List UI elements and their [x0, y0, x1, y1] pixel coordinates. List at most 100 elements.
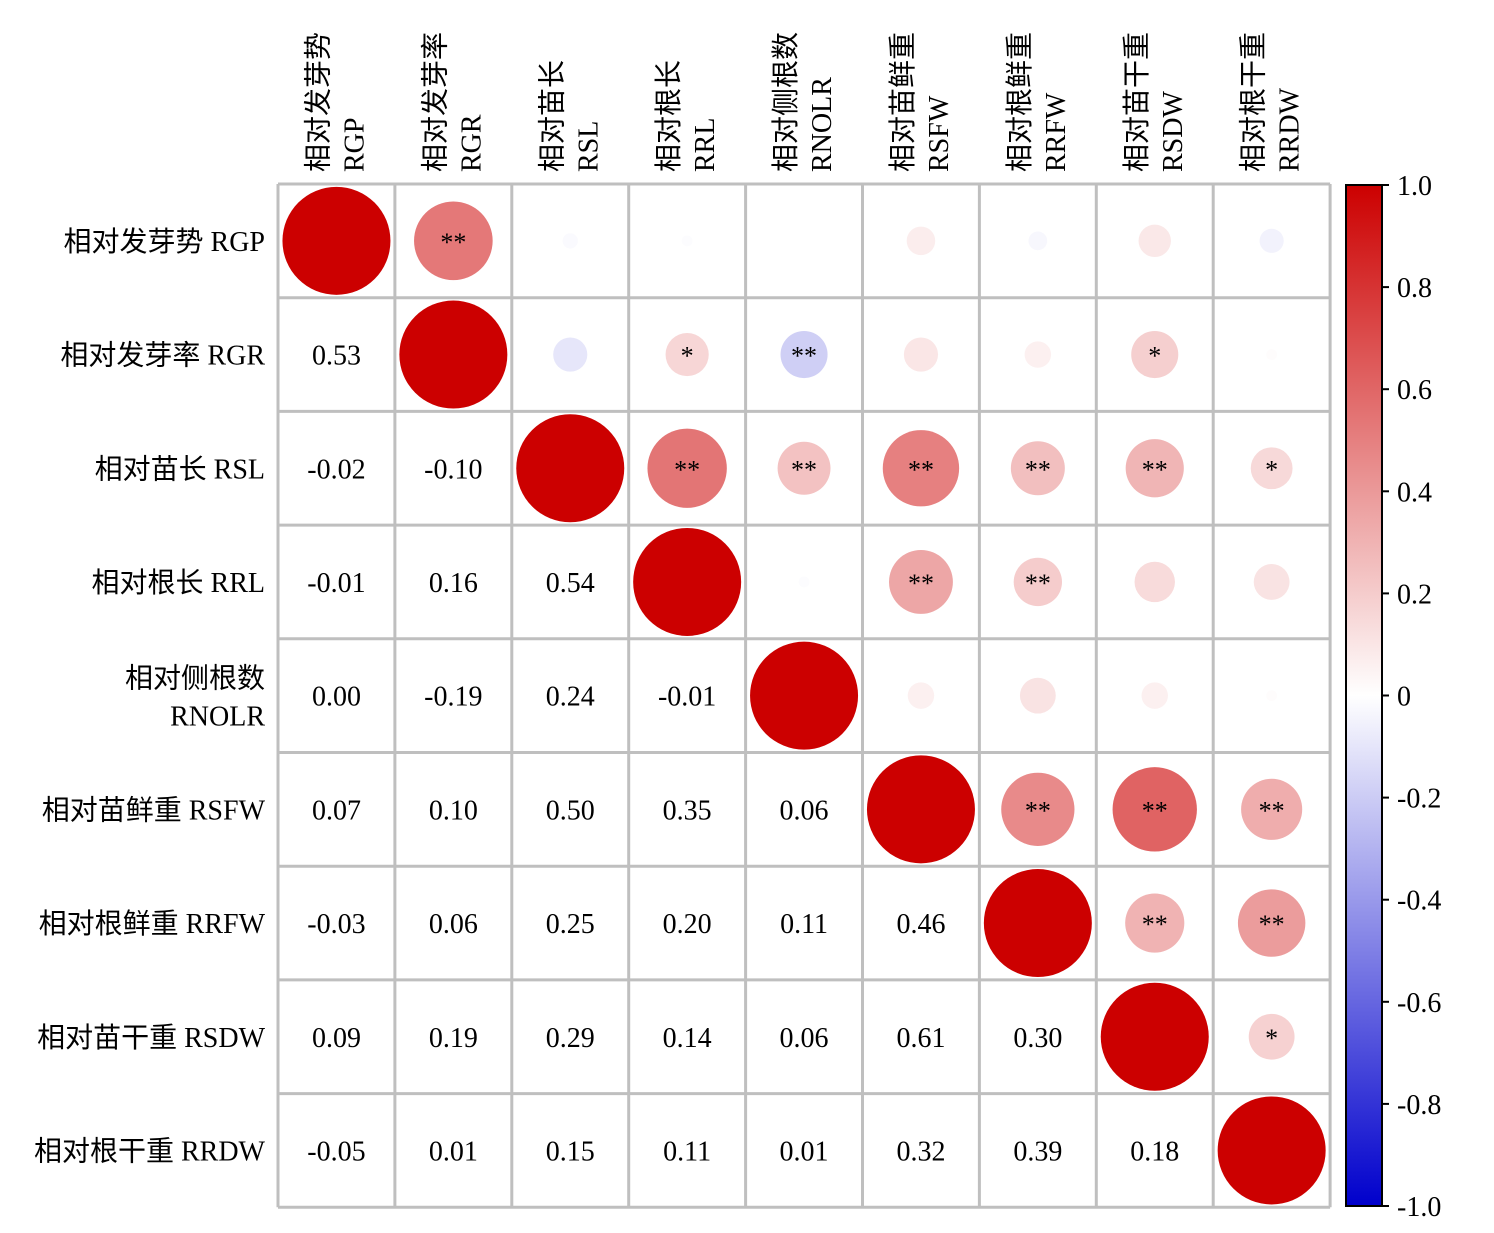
column-label-line: 相对侧根数 — [770, 32, 802, 172]
row-label: 相对侧根数 — [125, 663, 265, 695]
correlation-circle — [414, 201, 493, 281]
correlation-value: 0.01 — [429, 1136, 478, 1167]
significance-marker: ** — [1259, 796, 1285, 825]
correlation-circle — [1028, 231, 1048, 251]
correlation-circle — [1134, 561, 1175, 603]
correlation-value: 0.06 — [780, 1023, 829, 1054]
significance-marker: ** — [1025, 796, 1051, 825]
row-label: 相对发芽率 RGR — [60, 340, 265, 372]
colorbar: 1.0 0.8 0.6 0.4 0.2 0 -0.2 -0.4 -0.6 -0.8 -1.0 — [1345, 171, 1441, 1223]
correlation-value: -0.01 — [307, 568, 365, 599]
correlation-circle — [1266, 349, 1278, 360]
column-label-line: RGP — [339, 118, 370, 172]
correlation-circle — [1241, 778, 1303, 840]
row-label: 相对苗干重 RSDW — [37, 1022, 265, 1054]
correlation-circle — [681, 235, 693, 247]
row-label: 相对发芽势 RGP — [64, 226, 265, 258]
correlation-circle — [553, 337, 588, 372]
correlation-circle — [1013, 557, 1062, 607]
correlation-value: 0.06 — [429, 909, 478, 940]
correlation-circle — [1138, 224, 1171, 258]
correlation-value: -0.02 — [307, 454, 365, 485]
significance-marker: ** — [1025, 455, 1051, 484]
correlation-circle — [906, 226, 936, 256]
correlation-value: 0.61 — [896, 1023, 945, 1054]
column-label-line: RGR — [456, 114, 487, 172]
significance-marker: ** — [1142, 455, 1168, 484]
significance-marker: ** — [1025, 569, 1051, 598]
correlation-value: 0.11 — [663, 1136, 711, 1167]
correlation-circle — [1248, 1013, 1295, 1060]
correlation-value: 0.00 — [312, 682, 361, 713]
column-label-line: 相对苗长 — [536, 60, 568, 172]
correlation-circle — [1253, 564, 1290, 600]
significance-marker: * — [1265, 1024, 1278, 1053]
correlation-circle — [562, 233, 578, 249]
correlation-value: 0.10 — [429, 795, 478, 826]
column-label-line: RSFW — [924, 95, 955, 172]
column-label-line: 相对苗干重 — [1121, 32, 1153, 172]
correlation-circle — [399, 300, 508, 409]
correlation-value: 0.06 — [780, 795, 829, 826]
correlation-value: 0.32 — [896, 1136, 945, 1167]
significance-marker: ** — [908, 455, 934, 484]
correlation-circle — [903, 337, 939, 372]
correlation-circle — [1024, 341, 1052, 368]
correlation-circle — [983, 869, 1092, 978]
column-label-line: 相对苗鲜重 — [887, 32, 919, 172]
column-label: 相对苗干重 RSDW — [1121, 32, 1189, 172]
colorbar-tick-label: 0.2 — [1397, 579, 1432, 610]
colorbar-gradient — [1345, 184, 1383, 1207]
correlation-circle — [1141, 682, 1168, 709]
row-label: 相对根长 RRL — [92, 567, 265, 599]
correlation-circle — [1266, 690, 1278, 702]
correlation-circle — [798, 576, 810, 588]
correlation-value: 0.29 — [546, 1023, 595, 1054]
significance-marker: ** — [791, 455, 817, 484]
correlation-circle — [1125, 439, 1184, 498]
correlation-circle — [1237, 889, 1306, 957]
correlation-value: -0.19 — [424, 682, 482, 713]
correlation-circle — [1217, 1096, 1326, 1205]
column-label-line: RRDW — [1275, 87, 1306, 172]
correlation-value: 0.11 — [780, 909, 828, 940]
colorbar-tick-label: 0.8 — [1397, 273, 1432, 304]
correlation-value: 0.18 — [1130, 1136, 1179, 1167]
colorbar-tick-label: 0.4 — [1397, 477, 1432, 508]
correlation-circle — [282, 186, 391, 295]
significance-marker: * — [681, 342, 694, 371]
row-label: 相对苗长 RSL — [95, 453, 265, 485]
matrix-grid — [276, 182, 1332, 1209]
correlation-circle — [866, 755, 975, 864]
correlation-circle — [1001, 772, 1075, 846]
colorbar-tick-label: -1.0 — [1397, 1192, 1441, 1223]
colorbar-tick-label: -0.6 — [1397, 988, 1441, 1019]
correlation-value: 0.16 — [429, 568, 478, 599]
significance-marker: ** — [674, 455, 700, 484]
significance-marker: ** — [791, 342, 817, 371]
column-label-line: 相对根干重 — [1238, 32, 1270, 172]
column-label-line: RNOLR — [807, 77, 838, 172]
column-label: 相对发芽率 RGR — [419, 32, 487, 172]
column-label: 相对根干重 RRDW — [1238, 32, 1306, 172]
correlation-circle — [633, 527, 742, 636]
column-label: 相对侧根数 RNOLR — [770, 32, 838, 172]
significance-marker: ** — [908, 569, 934, 598]
correlation-value: 0.15 — [546, 1136, 595, 1167]
row-label: RNOLR — [170, 702, 265, 733]
column-label: 相对苗长 RSL — [536, 60, 604, 172]
correlation-value: 0.01 — [780, 1136, 829, 1167]
correlation-circle — [750, 641, 859, 750]
column-label-line: 相对根长 — [653, 60, 685, 172]
column-label: 相对根鲜重 RRFW — [1004, 32, 1072, 172]
column-labels: 相对发芽势 RGP 相对发芽率 RGR 相对苗长 RSL 相对根长 RRL 相对侧根数 RNOLR… — [302, 32, 1305, 172]
column-label-line: RSDW — [1158, 91, 1189, 172]
correlation-circle — [1100, 982, 1209, 1091]
correlation-value: 0.54 — [546, 568, 595, 599]
significance-marker: ** — [1142, 910, 1168, 939]
correlation-circle — [665, 332, 709, 377]
colorbar-tick-label: -0.2 — [1397, 784, 1441, 815]
correlation-value: 0.39 — [1013, 1136, 1062, 1167]
correlation-value: 0.19 — [429, 1023, 478, 1054]
row-label: 相对苗鲜重 RSFW — [42, 794, 266, 826]
